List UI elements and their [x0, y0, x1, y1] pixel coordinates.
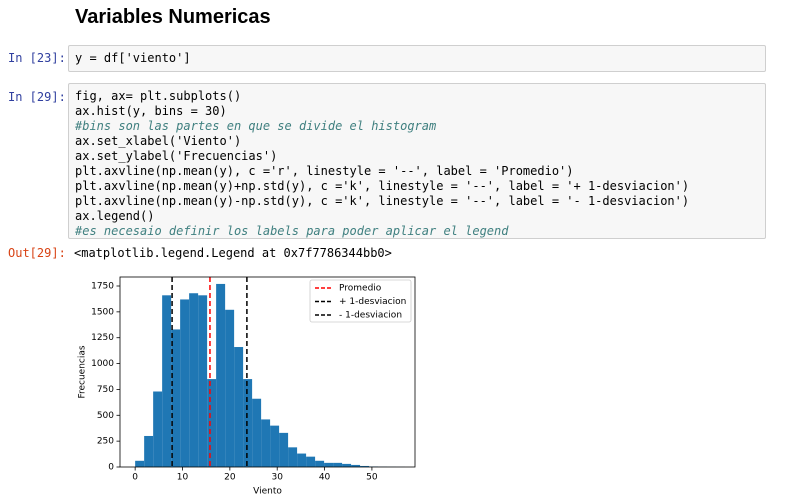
y-tick-label: 1250 — [91, 333, 114, 343]
legend-label: Promedio — [339, 284, 382, 294]
code-line: #bins son las partes en que se divide el… — [75, 119, 437, 133]
code-line: ax.set_xlabel('Viento') — [75, 134, 242, 148]
y-tick-label: 0 — [108, 463, 114, 473]
bar — [261, 419, 271, 467]
bar — [288, 447, 298, 467]
code-line: ax.hist(y, bins = 30) — [75, 104, 227, 118]
bar — [180, 299, 190, 467]
legend-box — [309, 279, 412, 323]
bar — [279, 432, 289, 467]
bar — [207, 379, 217, 467]
x-axis-label: Viento — [253, 487, 282, 494]
code-line: #es necesaio definir los labels para pod… — [75, 224, 509, 238]
bar — [153, 391, 163, 467]
code-line: fig, ax= plt.subplots() — [75, 89, 242, 103]
bar — [306, 456, 316, 467]
x-tick-label: 30 — [271, 473, 283, 483]
x-tick-label: 10 — [177, 473, 189, 483]
y-tick-label: 500 — [97, 411, 114, 421]
code-line: ax.set_ylabel('Frecuencias') — [75, 149, 278, 163]
bar — [216, 283, 226, 467]
code-line: ax.legend() — [75, 209, 155, 223]
bar — [234, 347, 244, 467]
bar — [324, 462, 334, 467]
code-line: plt.axvline(np.mean(y), c ='r', linestyl… — [75, 164, 574, 178]
bar — [315, 460, 325, 467]
bar — [162, 295, 172, 467]
prompt: In [29]: — [8, 90, 66, 104]
bar — [198, 295, 208, 467]
bar — [333, 462, 343, 467]
bar — [144, 435, 154, 467]
bar — [171, 329, 181, 467]
chart: 0 10 20 30 40 5002505007501000125015001750Vie… — [78, 276, 416, 494]
bar — [351, 464, 361, 467]
code-line: plt.axvline(np.mean(y)+np.std(y), c ='k'… — [75, 179, 690, 193]
prompt: In [23]: — [8, 51, 66, 65]
heading: Variables Numericas — [75, 6, 271, 28]
y-tick-label: 250 — [97, 437, 114, 447]
bar — [342, 463, 352, 467]
x-tick-label: 0 — [132, 473, 138, 483]
code-line: plt.axvline(np.mean(y)-np.std(y), c ='k'… — [75, 194, 690, 208]
y-axis-label: Frecuencias — [78, 345, 88, 398]
code-cell[interactable]: fig, ax= plt.subplots() ax.hist(y, bins =… — [68, 83, 766, 239]
bar — [135, 460, 145, 467]
legend-label: - 1-desviacion — [339, 311, 402, 321]
bar — [189, 293, 199, 467]
bar — [360, 465, 370, 467]
x-tick-label: 20 — [224, 473, 236, 483]
bar — [252, 398, 262, 467]
prompt: Out[29]: — [8, 246, 66, 260]
legend-label: + 1-desviacion — [339, 297, 406, 307]
y-tick-label: 1750 — [91, 281, 114, 291]
output-text: <matplotlib.legend.Legend at 0x7f7786344… — [74, 246, 392, 260]
y-tick-label: 750 — [97, 385, 114, 395]
x-tick-label: 50 — [366, 473, 378, 483]
axes-frame — [119, 276, 416, 468]
y-tick-label: 1500 — [91, 307, 114, 317]
code-line: y = df['viento'] — [75, 51, 191, 65]
bar — [270, 425, 280, 467]
x-tick-label: 40 — [319, 473, 331, 483]
bar — [297, 453, 307, 467]
y-tick-label: 1000 — [91, 359, 114, 369]
bar — [225, 309, 235, 467]
code-cell[interactable]: y = df['viento'] — [68, 45, 766, 72]
